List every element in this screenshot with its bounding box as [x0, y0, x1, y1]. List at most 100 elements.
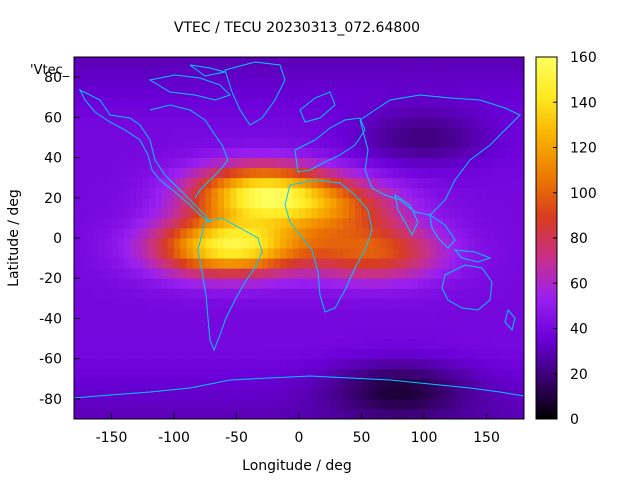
heatmap-cell	[355, 318, 362, 329]
heatmap-cell	[349, 278, 356, 289]
heatmap-cell	[517, 288, 524, 299]
heatmap-cell	[136, 127, 144, 138]
heatmap-cell	[267, 338, 275, 350]
heatmap-cell	[261, 358, 269, 370]
heatmap-cell	[430, 77, 437, 88]
heatmap-cell	[436, 67, 444, 78]
x-tick-label: 100	[411, 430, 438, 446]
heatmap-cell	[155, 328, 162, 340]
heatmap-cell	[255, 288, 262, 299]
heatmap-cell	[117, 77, 125, 88]
heatmap-cell	[461, 187, 469, 199]
heatmap-cell	[111, 117, 119, 128]
heatmap-cell	[380, 57, 387, 68]
heatmap-cell	[267, 137, 275, 148]
heatmap-cell	[355, 77, 362, 88]
heatmap-cell	[380, 378, 387, 390]
heatmap-cell	[342, 348, 350, 360]
heatmap-cell	[505, 67, 512, 78]
heatmap-cell	[217, 127, 225, 138]
heatmap-cell	[380, 227, 387, 239]
heatmap-cell	[511, 278, 519, 289]
heatmap-cell	[86, 328, 94, 340]
heatmap-cell	[236, 398, 244, 410]
heatmap-cell	[255, 147, 262, 159]
heatmap-cell	[367, 378, 375, 390]
heatmap-cell	[442, 187, 450, 199]
heatmap-cell	[130, 157, 137, 169]
heatmap-cell	[430, 398, 437, 410]
heatmap-cell	[405, 368, 412, 380]
heatmap-cell	[155, 388, 162, 400]
heatmap-cell	[392, 278, 400, 289]
heatmap-cell	[436, 298, 444, 309]
heatmap-cell	[74, 167, 81, 179]
heatmap-cell	[461, 288, 469, 299]
heatmap-cell	[361, 227, 369, 239]
heatmap-cell	[392, 127, 400, 138]
heatmap-cell	[380, 288, 387, 299]
heatmap-cell	[474, 87, 481, 98]
heatmap-cell	[399, 127, 406, 138]
heatmap-cell	[217, 248, 225, 259]
heatmap-cell	[117, 107, 125, 118]
heatmap-cell	[186, 408, 194, 419]
heatmap-cell	[305, 197, 312, 209]
heatmap-cell	[461, 378, 469, 390]
heatmap-cell	[167, 197, 175, 209]
heatmap-cell	[367, 177, 375, 189]
heatmap-cell	[405, 127, 412, 138]
heatmap-cell	[367, 207, 375, 219]
heatmap-cell	[261, 368, 269, 380]
heatmap-cell	[149, 157, 156, 169]
heatmap-cell	[505, 258, 512, 269]
heatmap-cell	[155, 187, 162, 199]
heatmap-cell	[461, 57, 469, 68]
y-tick-label: -40	[39, 311, 62, 327]
heatmap-cell	[461, 227, 469, 239]
heatmap-cell	[149, 177, 156, 189]
heatmap-cell	[86, 227, 94, 239]
heatmap-cell	[386, 107, 394, 118]
heatmap-cell	[517, 378, 524, 390]
heatmap-cell	[74, 157, 81, 169]
heatmap-cell	[74, 358, 81, 370]
heatmap-cell	[136, 117, 144, 128]
heatmap-cell	[199, 378, 206, 390]
heatmap-cell	[399, 258, 406, 269]
heatmap-cell	[380, 197, 387, 209]
heatmap-cell	[130, 147, 137, 159]
heatmap-cell	[280, 67, 287, 78]
heatmap-cell	[386, 137, 394, 148]
heatmap-cell	[505, 87, 512, 98]
heatmap-cell	[236, 268, 244, 279]
heatmap-cell	[111, 328, 119, 340]
heatmap-cell	[192, 348, 200, 360]
heatmap-cell	[230, 278, 237, 289]
heatmap-cell	[424, 258, 431, 269]
heatmap-cell	[480, 288, 487, 299]
heatmap-cell	[161, 197, 169, 209]
heatmap-cell	[117, 238, 125, 249]
heatmap-cell	[299, 258, 306, 269]
heatmap-cell	[211, 288, 219, 299]
heatmap-cell	[199, 147, 206, 159]
heatmap-cell	[355, 177, 362, 189]
heatmap-cell	[80, 57, 87, 68]
heatmap-cell	[467, 318, 475, 329]
heatmap-cell	[292, 77, 300, 88]
heatmap-cell	[149, 67, 156, 78]
heatmap-cell	[86, 137, 94, 148]
heatmap-cell	[355, 388, 362, 400]
heatmap-cell	[436, 288, 444, 299]
heatmap-cell	[324, 147, 331, 159]
heatmap-cell	[211, 67, 219, 78]
heatmap-cell	[217, 288, 225, 299]
heatmap-cell	[217, 388, 225, 400]
heatmap-cell	[467, 127, 475, 138]
heatmap-cell	[436, 207, 444, 219]
heatmap-cell	[199, 67, 206, 78]
heatmap-cell	[492, 127, 500, 138]
heatmap-cell	[299, 328, 306, 340]
heatmap-cell	[267, 117, 275, 128]
